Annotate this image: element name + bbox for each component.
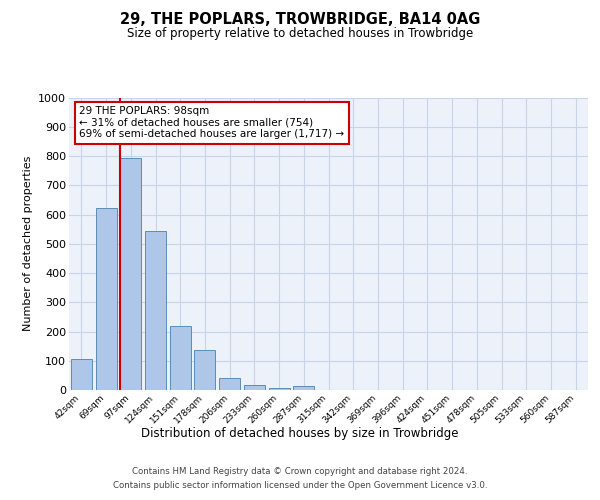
- Bar: [269, 388, 290, 390]
- Text: Contains HM Land Registry data © Crown copyright and database right 2024.: Contains HM Land Registry data © Crown c…: [132, 468, 468, 476]
- Bar: [120, 158, 141, 390]
- Text: Size of property relative to detached houses in Trowbridge: Size of property relative to detached ho…: [127, 28, 473, 40]
- Text: Distribution of detached houses by size in Trowbridge: Distribution of detached houses by size …: [141, 428, 459, 440]
- Y-axis label: Number of detached properties: Number of detached properties: [23, 156, 32, 332]
- Text: Contains public sector information licensed under the Open Government Licence v3: Contains public sector information licen…: [113, 481, 487, 490]
- Text: 29 THE POPLARS: 98sqm
← 31% of detached houses are smaller (754)
69% of semi-det: 29 THE POPLARS: 98sqm ← 31% of detached …: [79, 106, 344, 140]
- Bar: [244, 385, 265, 390]
- Bar: [194, 350, 215, 390]
- Text: 29, THE POPLARS, TROWBRIDGE, BA14 0AG: 29, THE POPLARS, TROWBRIDGE, BA14 0AG: [120, 12, 480, 28]
- Bar: [145, 231, 166, 390]
- Bar: [95, 208, 116, 390]
- Bar: [219, 378, 240, 390]
- Bar: [170, 326, 191, 390]
- Bar: [71, 358, 92, 390]
- Bar: [293, 386, 314, 390]
